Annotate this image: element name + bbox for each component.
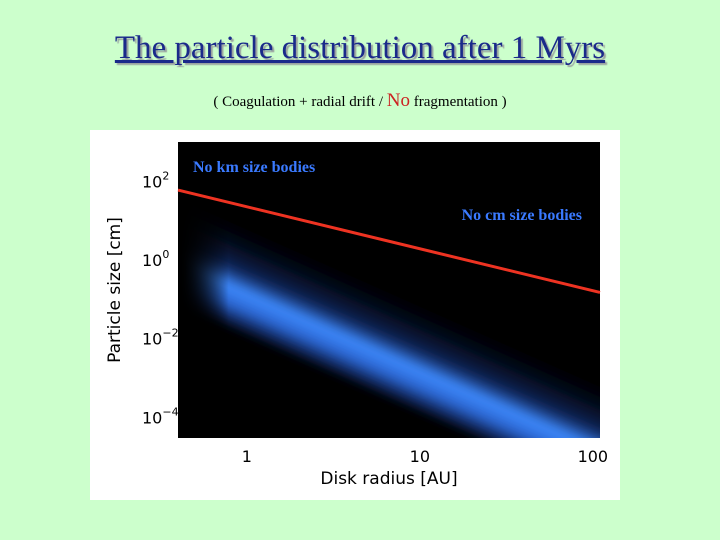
x-tick-labels: 1 10 100 — [242, 447, 608, 466]
y-tick-label: 10−4 — [142, 405, 179, 427]
figure-panel: 1 10 100 10−4 10−2 100 102 Disk radius [AU] P… — [90, 130, 620, 500]
subtitle-post: fragmentation ) — [410, 94, 507, 110]
y-axis-label: Particle size [cm] — [105, 217, 125, 363]
x-axis-label: Disk radius [AU] — [320, 469, 457, 489]
x-tick-label: 100 — [578, 447, 609, 466]
slide-title: The particle distribution after 1 Myrs — [114, 30, 606, 66]
y-tick-label: 100 — [142, 248, 169, 270]
particle-distribution-chart: 1 10 100 10−4 10−2 100 102 Disk radius [AU] P… — [105, 142, 608, 489]
slide-subtitle: ( Coagulation + radial drift / No fragme… — [0, 90, 720, 112]
y-tick-label: 102 — [142, 169, 169, 191]
dust-density-band — [178, 187, 600, 438]
annotation-no-cm: No cm size bodies — [462, 207, 582, 224]
max-drift-line — [177, 188, 601, 294]
x-tick-label: 1 — [242, 447, 252, 466]
subtitle-highlight: No — [386, 90, 410, 111]
subtitle-pre: ( Coagulation + radial drift / — [213, 94, 387, 110]
y-tick-label: 10−2 — [142, 327, 179, 349]
y-tick-labels: 10−4 10−2 100 102 — [142, 169, 179, 427]
x-tick-label: 10 — [410, 447, 430, 466]
annotation-no-km: No km size bodies — [193, 159, 315, 176]
